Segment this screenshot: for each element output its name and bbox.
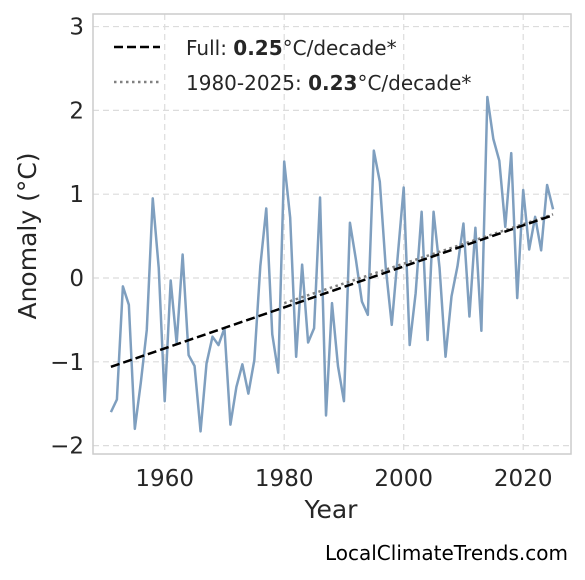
legend-entry-1980-2025: 1980-2025: 0.23°C/decade* xyxy=(186,71,471,95)
legend-entry-full: Full: 0.25°C/decade* xyxy=(186,36,397,60)
series-layer xyxy=(109,95,555,433)
credit-text: LocalClimateTrends.com xyxy=(325,541,568,565)
x-tick-label: 2000 xyxy=(374,466,433,492)
trend-line-1980-2025 xyxy=(283,213,554,305)
series-anomaly-line xyxy=(109,95,555,433)
y-tick-label: −2 xyxy=(50,434,84,460)
x-tick-label: 1980 xyxy=(255,466,314,492)
plot-frame xyxy=(92,13,572,455)
x-tick-label: 1960 xyxy=(135,466,194,492)
legend: Full: 0.25°C/decade* 1980-2025: 0.23°C/d… xyxy=(114,36,471,95)
x-tick-label: 2020 xyxy=(494,466,553,492)
y-tick-label: 1 xyxy=(69,182,84,208)
grid xyxy=(93,14,571,454)
x-axis: 1960 1980 2000 2020 xyxy=(135,466,552,492)
y-axis: −2 −1 0 1 2 3 xyxy=(50,15,84,460)
y-tick-label: −1 xyxy=(50,350,84,376)
y-axis-title: Anomaly (°C) xyxy=(13,152,42,319)
x-axis-title: Year xyxy=(304,495,359,524)
y-tick-label: 0 xyxy=(69,266,84,292)
y-tick-label: 2 xyxy=(69,98,84,124)
y-tick-label: 3 xyxy=(69,15,84,41)
